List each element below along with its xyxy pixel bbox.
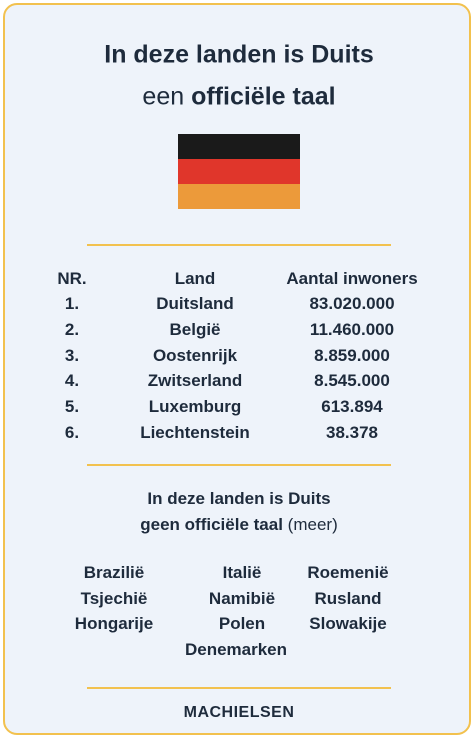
table-cell: 4.: [64, 371, 80, 391]
section-line: geen officiële taal (meer): [140, 515, 337, 535]
country: Tsjechië: [80, 588, 148, 608]
infographic: In deze landen is Duits een officiële ta…: [3, 3, 471, 735]
table-cell: Oostenrijk: [152, 345, 238, 365]
title-line: In deze landen is Duits: [104, 40, 374, 69]
table-cell: 3.: [64, 345, 80, 365]
table-cell: 5.: [64, 397, 80, 417]
table-cell: Liechtenstein: [140, 423, 250, 442]
divider: [87, 687, 391, 689]
country: Polen: [218, 614, 266, 634]
table-cell: Zwitserland: [147, 371, 243, 391]
country: Rusland: [314, 588, 382, 608]
title-emphasis: officiële taal: [191, 82, 336, 111]
table-cell: 11.460.000: [309, 319, 395, 339]
table-cell: 613.894: [321, 397, 383, 417]
table-cell: Luxemburg: [148, 397, 242, 417]
country: Namibië: [208, 588, 276, 608]
flag-stripe: [178, 134, 300, 159]
country: Brazilië: [83, 563, 145, 582]
table-cell: 83.020.000: [309, 294, 395, 313]
divider: [87, 244, 391, 246]
column-header: Land: [174, 269, 216, 288]
column-header: NR.: [57, 269, 87, 288]
table-cell: 8.859.000: [314, 345, 390, 365]
table-cell: Duitsland: [156, 294, 234, 313]
column-header: Aantal inwoners: [286, 269, 418, 288]
table-cell: 8.545.000: [314, 371, 390, 391]
german-flag: [178, 134, 300, 209]
country: Hongarije: [74, 614, 154, 634]
table-cell: 6.: [64, 423, 80, 442]
title-line: een officiële taal: [142, 83, 335, 112]
section-line: In deze landen is Duits: [147, 489, 331, 508]
country: Denemarken: [184, 640, 288, 660]
title-prefix: een: [142, 82, 185, 111]
country: Slowakije: [309, 614, 387, 634]
country: Italië: [222, 563, 262, 582]
divider: [87, 464, 391, 466]
table-cell: 1.: [64, 294, 80, 313]
section-emphasis: geen officiële taal: [140, 515, 283, 534]
table-cell: 2.: [64, 319, 80, 339]
flag-stripe: [178, 184, 300, 209]
flag-stripe: [178, 159, 300, 184]
logo: MACHIELSEN: [183, 704, 295, 721]
country: Roemenië: [307, 563, 389, 582]
table-cell: België: [169, 319, 221, 339]
table-cell: 38.378: [326, 423, 378, 442]
section-suffix: (meer): [287, 515, 338, 534]
